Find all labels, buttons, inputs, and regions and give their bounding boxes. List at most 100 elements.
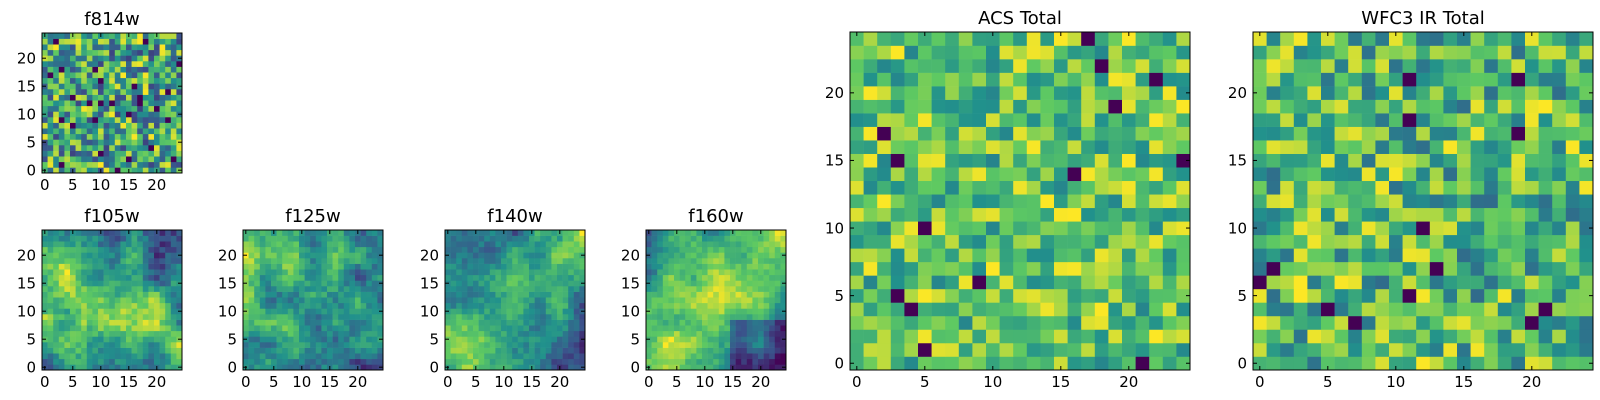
heatmap-cell <box>377 274 384 281</box>
heatmap-cell <box>972 288 987 303</box>
heatmap-cell <box>148 330 155 337</box>
heatmap-cell <box>1135 315 1150 330</box>
heatmap-cell <box>724 353 731 360</box>
heatmap-cell <box>1081 180 1096 195</box>
heatmap-cell <box>1443 207 1458 222</box>
heatmap-cell <box>126 133 132 140</box>
heatmap-cell <box>248 230 255 236</box>
heatmap-cell <box>1579 59 1594 73</box>
heatmap-cell <box>551 230 558 236</box>
heatmap-cell <box>724 347 731 354</box>
heatmap-cell <box>159 364 166 371</box>
heatmap-cell <box>1266 45 1281 60</box>
heatmap-cell <box>287 258 294 264</box>
heatmap-cell <box>137 111 144 118</box>
heatmap-cell <box>92 38 99 45</box>
heatmap-cell <box>685 358 692 365</box>
heatmap-cell <box>332 297 339 304</box>
heatmap-cell <box>254 280 261 287</box>
heatmap-cell <box>92 33 99 39</box>
heatmap-cell <box>75 117 82 123</box>
heatmap-cell <box>1293 288 1308 303</box>
heatmap-cell <box>1389 315 1403 330</box>
heatmap-cell <box>321 342 328 348</box>
heatmap-cell <box>321 286 328 292</box>
heatmap-cell <box>1135 248 1150 263</box>
heatmap-cell <box>506 325 513 332</box>
heatmap-cell <box>1266 275 1281 290</box>
x-tick-label: 0 <box>644 373 654 391</box>
heatmap-cell <box>142 83 149 90</box>
heatmap-cell <box>651 353 658 360</box>
heatmap-cell <box>958 356 973 371</box>
heatmap-cell <box>1280 99 1295 114</box>
heatmap-cell <box>501 353 507 360</box>
heatmap-cell <box>1525 32 1539 46</box>
heatmap-cell <box>282 330 289 337</box>
heatmap-cell <box>657 325 664 332</box>
heatmap-cell <box>746 230 753 236</box>
heatmap-cell <box>315 246 322 253</box>
heatmap-cell <box>114 38 121 45</box>
heatmap-cell <box>713 252 720 259</box>
heatmap-cell <box>718 280 725 287</box>
heatmap-cell <box>489 308 496 315</box>
heatmap-cell <box>668 364 675 371</box>
heatmap-cell <box>159 342 166 348</box>
heatmap-cell <box>64 241 71 248</box>
heatmap-cell <box>47 286 54 292</box>
heatmap-cell <box>1013 180 1028 195</box>
heatmap-cell <box>327 235 333 242</box>
heatmap-cell <box>315 364 322 371</box>
x-tick-label: 0 <box>443 373 453 391</box>
heatmap-cell <box>540 308 547 315</box>
heatmap-cell <box>1013 194 1028 209</box>
heatmap-cell <box>1280 221 1295 236</box>
heatmap-cell <box>1497 261 1512 276</box>
heatmap-cell <box>355 258 361 264</box>
heatmap-cell <box>1307 153 1322 168</box>
x-tick-label: 10 <box>292 373 311 391</box>
heatmap-cell <box>456 358 463 365</box>
heatmap-cell <box>142 167 149 174</box>
heatmap-cell <box>690 319 697 326</box>
heatmap-cell <box>774 269 781 276</box>
heatmap-cell <box>47 128 54 135</box>
heatmap-cell <box>1026 207 1041 222</box>
heatmap-cell <box>1054 261 1068 276</box>
y-tick-label: 15 <box>420 274 439 292</box>
heatmap-cell <box>154 66 160 73</box>
heatmap-cell <box>1266 72 1281 87</box>
heatmap-cell <box>1416 302 1431 317</box>
heatmap-cell <box>1429 207 1444 222</box>
heatmap-cell <box>86 235 93 242</box>
heatmap-cell <box>774 358 781 365</box>
heatmap-cell <box>293 258 300 264</box>
heatmap-cell <box>1470 342 1485 357</box>
heatmap-cell <box>1375 275 1390 290</box>
heatmap-cell <box>506 330 513 337</box>
heatmap-cell <box>1429 315 1444 330</box>
y-tick-label: 0 <box>834 354 844 372</box>
heatmap-cell <box>1040 32 1055 46</box>
x-tick-label: 5 <box>1323 373 1333 391</box>
heatmap-cell <box>718 286 725 292</box>
heatmap-cell <box>53 72 60 79</box>
heatmap-cell <box>248 325 255 332</box>
heatmap-cell <box>1375 45 1390 60</box>
heatmap-cell <box>573 280 580 287</box>
heatmap-cell <box>327 330 333 337</box>
heatmap-cell <box>562 330 569 337</box>
heatmap-cell <box>702 347 708 354</box>
heatmap-cell <box>763 241 770 248</box>
heatmap-cell <box>254 353 261 360</box>
heatmap-cell <box>489 241 496 248</box>
heatmap-cell <box>176 100 183 107</box>
heatmap-cell <box>315 286 322 292</box>
heatmap-cell <box>534 263 541 270</box>
heatmap-cell <box>1402 99 1417 114</box>
heatmap-cell <box>724 252 731 259</box>
heatmap-cell <box>377 302 384 309</box>
heatmap-cell <box>142 235 149 242</box>
heatmap-cell <box>986 72 1000 87</box>
